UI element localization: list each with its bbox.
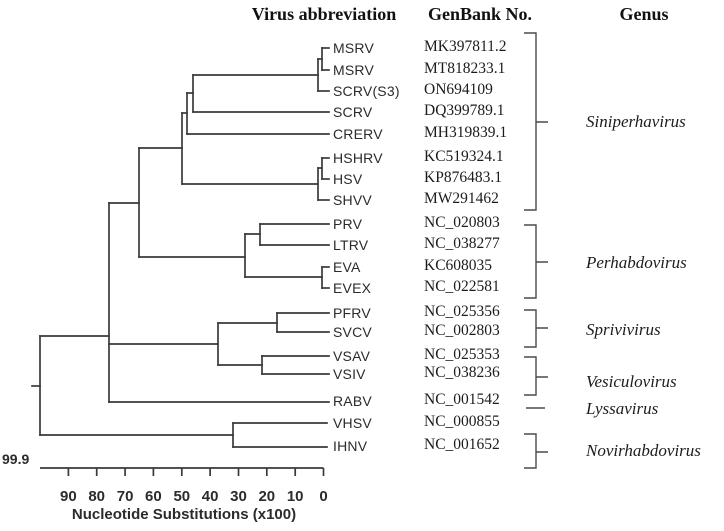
genbank-accession: NC_001542 (424, 391, 500, 408)
scale-tick-label: 90 (60, 488, 77, 505)
genus-bracket (524, 32, 548, 211)
taxon-label: IHNV (333, 438, 368, 454)
genbank-accession: MH319839.1 (424, 124, 508, 141)
genus-bracket (524, 309, 548, 348)
scale-tick-label: 0 (319, 488, 328, 505)
genbank-accession: NC_025353 (424, 346, 500, 363)
column-header-genus: Genus (619, 4, 669, 24)
genbank-accession: KP876483.1 (424, 169, 502, 186)
taxon-label: SCRV(S3) (333, 83, 400, 99)
genus-name: Lyssavirus (586, 399, 659, 418)
scale-tick-label: 10 (286, 488, 304, 505)
genus-bracket (524, 356, 548, 396)
genbank-accession: MK397811.2 (424, 38, 507, 55)
genus-name: Sprivivirus (586, 320, 661, 339)
taxon-label: HSV (333, 171, 363, 187)
genbank-accession: NC_001652 (424, 436, 500, 453)
genus-bracket (524, 224, 548, 299)
taxon-label: CRERV (333, 126, 383, 142)
taxon-label: VSAV (333, 348, 371, 364)
scale-axis-title: Nucleotide Substitutions (x100) (71, 506, 297, 523)
scale-tick-label: 50 (173, 488, 191, 505)
genus-name: Perhabdovirus (586, 253, 687, 272)
genbank-accession: DQ399789.1 (424, 102, 505, 119)
genbank-accession: NC_038236 (424, 364, 500, 381)
column-header-virus-abbreviation: Virus abbreviation (251, 4, 397, 24)
taxon-label: VSIV (333, 366, 366, 382)
genbank-accession: MW291462 (424, 190, 499, 207)
root-support-value: 99.9 (2, 451, 30, 467)
genus-bracket (524, 433, 548, 469)
taxon-label: EVA (333, 259, 361, 275)
genbank-accession: NC_002803 (424, 322, 500, 339)
scale-tick-label: 70 (116, 488, 134, 505)
genbank-accession: ON694109 (424, 81, 493, 98)
genbank-accession: NC_022581 (424, 278, 500, 295)
genbank-accession: NC_038277 (424, 235, 500, 252)
genbank-accession: NC_000855 (424, 413, 500, 430)
scale-tick-label: 20 (258, 488, 276, 505)
taxon-label: MSRV (333, 40, 374, 56)
genus-name: Novirhabdovirus (586, 441, 701, 460)
taxon-label: VHSV (333, 415, 372, 431)
taxon-label: MSRV (333, 62, 374, 78)
taxon-label: RABV (333, 393, 372, 409)
genbank-accession: KC519324.1 (424, 148, 504, 165)
column-header-genbank: GenBank No. (427, 4, 533, 24)
scale-tick-label: 60 (145, 488, 162, 505)
taxon-label: EVEX (333, 280, 372, 296)
taxon-label: SVCV (333, 324, 372, 340)
taxon-label: SHVV (333, 192, 372, 208)
scale-tick-label: 30 (230, 488, 247, 505)
taxon-label: LTRV (333, 237, 369, 253)
genbank-accession: NC_020803 (424, 214, 500, 231)
taxon-label: PRV (333, 216, 363, 232)
taxon-label: SCRV (333, 104, 373, 120)
genus-name: Siniperhavirus (586, 112, 686, 131)
taxon-label: PFRV (333, 305, 371, 321)
genbank-accession: MT818233.1 (424, 60, 506, 77)
genus-name: Vesiculovirus (586, 372, 677, 391)
scale-tick-label: 40 (201, 488, 219, 505)
genbank-accession: KC608035 (424, 257, 493, 274)
scale-tick-label: 80 (88, 488, 106, 505)
taxon-label: HSHRV (333, 150, 383, 166)
genbank-accession: NC_025356 (424, 303, 500, 320)
